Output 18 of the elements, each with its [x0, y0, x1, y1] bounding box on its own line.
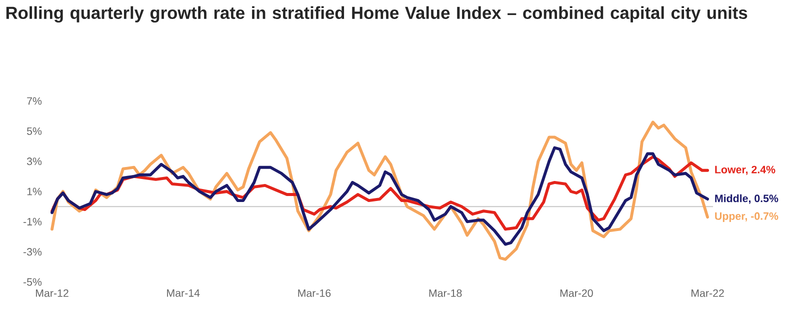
- series-label: Upper, -0.7%: [715, 212, 778, 222]
- y-tick-label: -3%: [23, 248, 42, 256]
- y-tick-label: 5%: [26, 127, 42, 135]
- series-label: Middle, 0.5%: [715, 194, 778, 204]
- y-tick-label: 7%: [27, 97, 42, 105]
- x-tick-label: Mar-20: [560, 289, 593, 297]
- y-tick-label: 1%: [27, 188, 42, 196]
- x-tick-label: Mar-12: [36, 289, 68, 297]
- y-tick-label: -5%: [23, 278, 42, 286]
- x-tick-label: Mar-18: [429, 289, 462, 297]
- line-series: [50, 146, 710, 246]
- chart-title: Rolling quarterly growth rate in stratified Home Value Index – combined capital city units: [6, 6, 748, 22]
- series-label: Lower, 2.4%: [715, 166, 776, 175]
- y-tick-label: 3%: [26, 158, 42, 166]
- x-tick-label: Mar-14: [167, 289, 200, 297]
- x-tick-label: Mar-22: [692, 289, 724, 297]
- y-tick-label: -1%: [23, 218, 42, 226]
- x-tick-label: Mar-16: [298, 289, 331, 297]
